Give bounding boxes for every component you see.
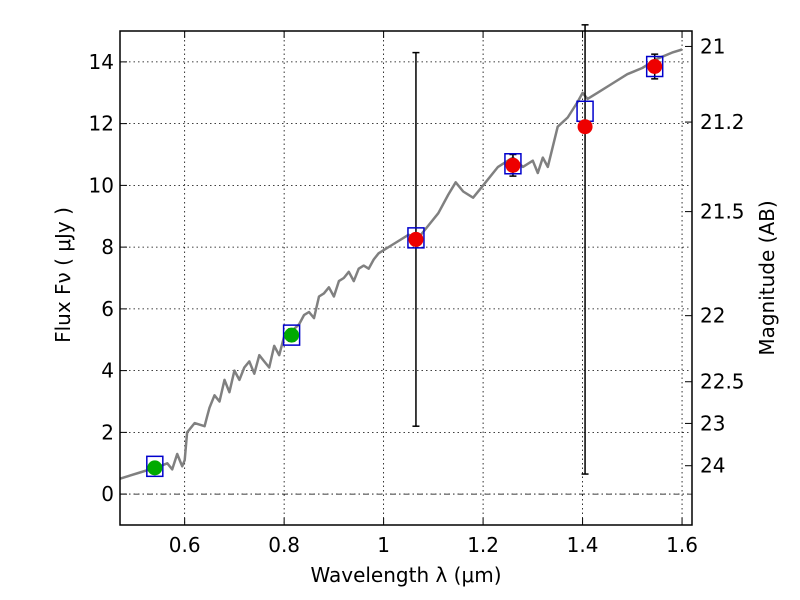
y-tick-label: 10 — [89, 173, 114, 197]
band-square-marker — [645, 55, 664, 78]
detected-point — [284, 327, 300, 343]
right-tick-label: 24 — [700, 454, 725, 478]
detected-point — [147, 460, 163, 476]
y-axis-label: Flux Fν ( μJy ) — [51, 207, 75, 343]
right-axis-label: Magnitude (AB) — [755, 200, 779, 355]
x-axis-label: Wavelength λ (μm) — [310, 563, 501, 587]
x-tick-label: 1.6 — [666, 533, 698, 557]
y-tick-label: 8 — [101, 235, 114, 259]
y-tick-label: 12 — [89, 112, 114, 136]
photometry-point — [647, 59, 663, 75]
photometry-point — [408, 231, 424, 247]
right-tick-label: 21.2 — [700, 110, 745, 134]
tick-labels: 0.6 0.8 1 1.2 1.4 1.6024681012142121.221.5222… — [89, 34, 745, 557]
x-tick-label: 0.8 — [268, 533, 300, 557]
model-spectrum — [119, 48, 683, 480]
band-square-marker — [407, 227, 425, 249]
y-tick-label: 14 — [89, 50, 114, 74]
x-tick-label: 1.4 — [567, 533, 599, 557]
right-tick-label: 22.5 — [700, 370, 745, 394]
x-tick-label: 0.6 — [169, 533, 201, 557]
band-square-marker — [282, 324, 301, 346]
axis-ticks — [120, 31, 692, 525]
y-tick-label: 6 — [101, 297, 114, 321]
spectrum-line — [119, 48, 683, 480]
y-tick-label: 0 — [101, 482, 114, 506]
band-square-marker — [146, 455, 164, 478]
x-tick-label: 1 — [377, 533, 390, 557]
right-tick-label: 23 — [700, 411, 725, 435]
y-tick-label: 4 — [101, 359, 114, 383]
right-tick-label: 22 — [700, 304, 725, 328]
y-tick-label: 2 — [101, 420, 114, 444]
x-tick-label: 1.2 — [467, 533, 499, 557]
plot-frame — [119, 30, 693, 526]
data-markers — [146, 55, 664, 478]
right-tick-label: 21.5 — [700, 200, 745, 224]
right-tick-label: 21 — [700, 34, 725, 58]
photometry-point — [577, 119, 593, 135]
photometry-point — [505, 157, 521, 173]
band-square-marker — [504, 153, 522, 175]
